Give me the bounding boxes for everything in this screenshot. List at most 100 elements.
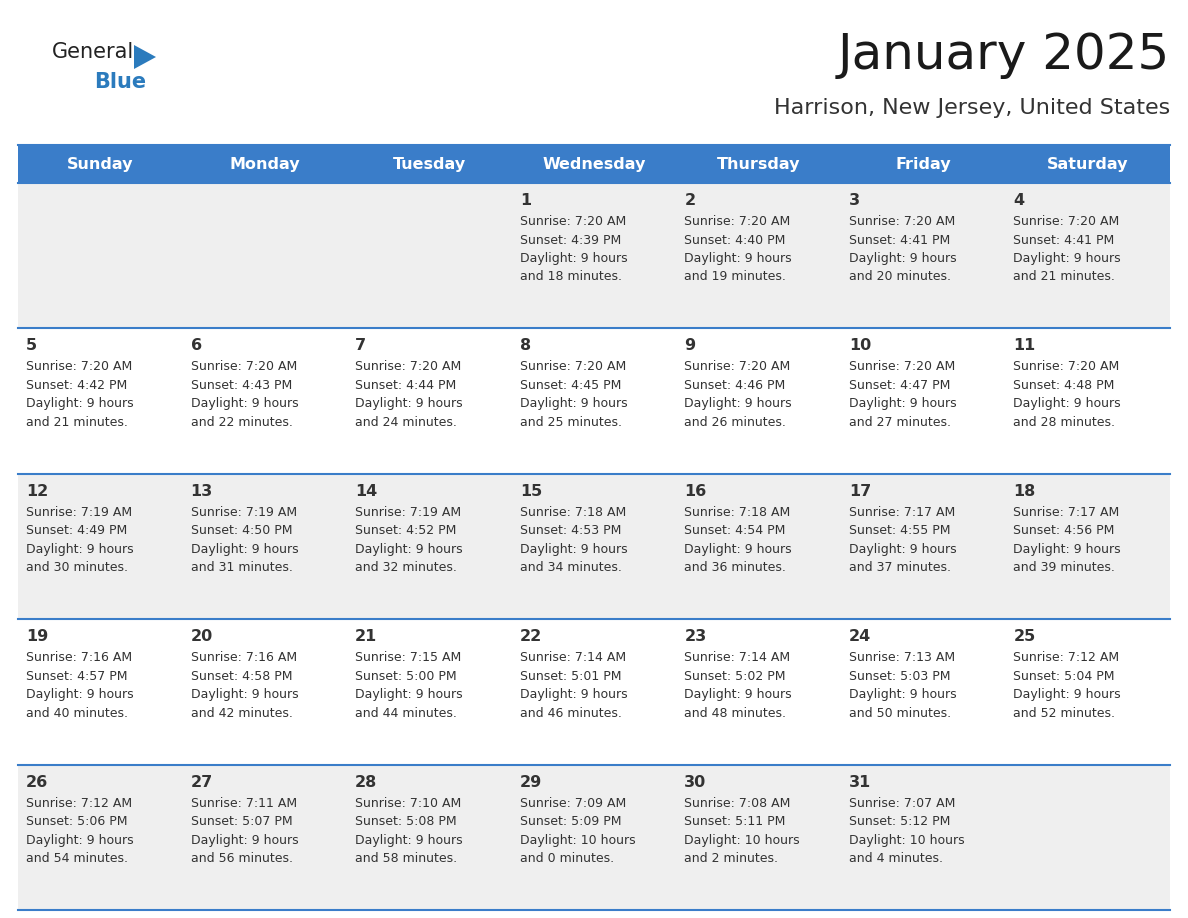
Text: 22: 22 bbox=[519, 629, 542, 644]
Text: 26: 26 bbox=[26, 775, 49, 789]
Text: 1: 1 bbox=[519, 193, 531, 208]
Text: Sunrise: 7:12 AM
Sunset: 5:04 PM
Daylight: 9 hours
and 52 minutes.: Sunrise: 7:12 AM Sunset: 5:04 PM Dayligh… bbox=[1013, 651, 1121, 720]
Text: 21: 21 bbox=[355, 629, 378, 644]
Text: Sunrise: 7:07 AM
Sunset: 5:12 PM
Daylight: 10 hours
and 4 minutes.: Sunrise: 7:07 AM Sunset: 5:12 PM Dayligh… bbox=[849, 797, 965, 865]
Bar bbox=[512, 329, 676, 474]
Bar bbox=[183, 329, 347, 474]
Text: 4: 4 bbox=[1013, 193, 1024, 208]
Bar bbox=[841, 765, 1005, 910]
Text: 17: 17 bbox=[849, 484, 871, 498]
Text: Sunrise: 7:20 AM
Sunset: 4:46 PM
Daylight: 9 hours
and 26 minutes.: Sunrise: 7:20 AM Sunset: 4:46 PM Dayligh… bbox=[684, 361, 792, 429]
Text: Sunrise: 7:20 AM
Sunset: 4:45 PM
Daylight: 9 hours
and 25 minutes.: Sunrise: 7:20 AM Sunset: 4:45 PM Dayligh… bbox=[519, 361, 627, 429]
Text: Sunrise: 7:14 AM
Sunset: 5:01 PM
Daylight: 9 hours
and 46 minutes.: Sunrise: 7:14 AM Sunset: 5:01 PM Dayligh… bbox=[519, 651, 627, 720]
Bar bbox=[1005, 765, 1170, 910]
Bar bbox=[347, 329, 512, 474]
Text: Sunrise: 7:18 AM
Sunset: 4:53 PM
Daylight: 9 hours
and 34 minutes.: Sunrise: 7:18 AM Sunset: 4:53 PM Dayligh… bbox=[519, 506, 627, 575]
Text: Sunrise: 7:20 AM
Sunset: 4:48 PM
Daylight: 9 hours
and 28 minutes.: Sunrise: 7:20 AM Sunset: 4:48 PM Dayligh… bbox=[1013, 361, 1121, 429]
Bar bbox=[512, 183, 676, 329]
Text: Sunrise: 7:20 AM
Sunset: 4:41 PM
Daylight: 9 hours
and 21 minutes.: Sunrise: 7:20 AM Sunset: 4:41 PM Dayligh… bbox=[1013, 215, 1121, 284]
Text: Sunrise: 7:20 AM
Sunset: 4:40 PM
Daylight: 9 hours
and 19 minutes.: Sunrise: 7:20 AM Sunset: 4:40 PM Dayligh… bbox=[684, 215, 792, 284]
Text: 31: 31 bbox=[849, 775, 871, 789]
Text: 29: 29 bbox=[519, 775, 542, 789]
Bar bbox=[18, 474, 183, 620]
Text: Monday: Monday bbox=[229, 156, 301, 172]
Bar bbox=[1005, 183, 1170, 329]
Text: 8: 8 bbox=[519, 339, 531, 353]
Bar bbox=[183, 145, 347, 183]
Text: 14: 14 bbox=[355, 484, 378, 498]
Text: 15: 15 bbox=[519, 484, 542, 498]
Text: Sunrise: 7:16 AM
Sunset: 4:57 PM
Daylight: 9 hours
and 40 minutes.: Sunrise: 7:16 AM Sunset: 4:57 PM Dayligh… bbox=[26, 651, 133, 720]
Text: Sunrise: 7:09 AM
Sunset: 5:09 PM
Daylight: 10 hours
and 0 minutes.: Sunrise: 7:09 AM Sunset: 5:09 PM Dayligh… bbox=[519, 797, 636, 865]
Text: Wednesday: Wednesday bbox=[542, 156, 646, 172]
Text: Sunrise: 7:12 AM
Sunset: 5:06 PM
Daylight: 9 hours
and 54 minutes.: Sunrise: 7:12 AM Sunset: 5:06 PM Dayligh… bbox=[26, 797, 133, 865]
Text: Tuesday: Tuesday bbox=[393, 156, 466, 172]
Text: Sunrise: 7:17 AM
Sunset: 4:56 PM
Daylight: 9 hours
and 39 minutes.: Sunrise: 7:17 AM Sunset: 4:56 PM Dayligh… bbox=[1013, 506, 1121, 575]
Text: Friday: Friday bbox=[896, 156, 950, 172]
Bar bbox=[841, 329, 1005, 474]
Bar bbox=[347, 183, 512, 329]
Bar bbox=[347, 765, 512, 910]
Text: Sunrise: 7:18 AM
Sunset: 4:54 PM
Daylight: 9 hours
and 36 minutes.: Sunrise: 7:18 AM Sunset: 4:54 PM Dayligh… bbox=[684, 506, 792, 575]
Bar bbox=[18, 765, 183, 910]
Text: 24: 24 bbox=[849, 629, 871, 644]
Text: Sunrise: 7:17 AM
Sunset: 4:55 PM
Daylight: 9 hours
and 37 minutes.: Sunrise: 7:17 AM Sunset: 4:55 PM Dayligh… bbox=[849, 506, 956, 575]
Bar bbox=[512, 145, 676, 183]
Bar bbox=[1005, 145, 1170, 183]
Text: Sunrise: 7:20 AM
Sunset: 4:43 PM
Daylight: 9 hours
and 22 minutes.: Sunrise: 7:20 AM Sunset: 4:43 PM Dayligh… bbox=[190, 361, 298, 429]
Bar bbox=[676, 183, 841, 329]
Bar bbox=[1005, 474, 1170, 620]
Text: 10: 10 bbox=[849, 339, 871, 353]
Text: 25: 25 bbox=[1013, 629, 1036, 644]
Text: Harrison, New Jersey, United States: Harrison, New Jersey, United States bbox=[773, 98, 1170, 118]
Text: 23: 23 bbox=[684, 629, 707, 644]
Bar bbox=[347, 145, 512, 183]
Bar bbox=[676, 145, 841, 183]
Text: 28: 28 bbox=[355, 775, 378, 789]
Bar bbox=[512, 620, 676, 765]
Text: Sunrise: 7:16 AM
Sunset: 4:58 PM
Daylight: 9 hours
and 42 minutes.: Sunrise: 7:16 AM Sunset: 4:58 PM Dayligh… bbox=[190, 651, 298, 720]
Text: 9: 9 bbox=[684, 339, 695, 353]
Text: Thursday: Thursday bbox=[716, 156, 801, 172]
Text: Sunrise: 7:20 AM
Sunset: 4:44 PM
Daylight: 9 hours
and 24 minutes.: Sunrise: 7:20 AM Sunset: 4:44 PM Dayligh… bbox=[355, 361, 463, 429]
Text: 11: 11 bbox=[1013, 339, 1036, 353]
Bar bbox=[841, 474, 1005, 620]
Text: Saturday: Saturday bbox=[1047, 156, 1129, 172]
Bar bbox=[676, 474, 841, 620]
Bar bbox=[183, 765, 347, 910]
Text: Sunrise: 7:14 AM
Sunset: 5:02 PM
Daylight: 9 hours
and 48 minutes.: Sunrise: 7:14 AM Sunset: 5:02 PM Dayligh… bbox=[684, 651, 792, 720]
Text: General: General bbox=[52, 42, 134, 62]
Text: 5: 5 bbox=[26, 339, 37, 353]
Text: Sunrise: 7:20 AM
Sunset: 4:47 PM
Daylight: 9 hours
and 27 minutes.: Sunrise: 7:20 AM Sunset: 4:47 PM Dayligh… bbox=[849, 361, 956, 429]
Text: 13: 13 bbox=[190, 484, 213, 498]
Text: Sunrise: 7:20 AM
Sunset: 4:42 PM
Daylight: 9 hours
and 21 minutes.: Sunrise: 7:20 AM Sunset: 4:42 PM Dayligh… bbox=[26, 361, 133, 429]
Text: Sunrise: 7:15 AM
Sunset: 5:00 PM
Daylight: 9 hours
and 44 minutes.: Sunrise: 7:15 AM Sunset: 5:00 PM Dayligh… bbox=[355, 651, 463, 720]
Text: 3: 3 bbox=[849, 193, 860, 208]
Bar bbox=[18, 183, 183, 329]
Text: Sunrise: 7:20 AM
Sunset: 4:41 PM
Daylight: 9 hours
and 20 minutes.: Sunrise: 7:20 AM Sunset: 4:41 PM Dayligh… bbox=[849, 215, 956, 284]
Text: Sunrise: 7:13 AM
Sunset: 5:03 PM
Daylight: 9 hours
and 50 minutes.: Sunrise: 7:13 AM Sunset: 5:03 PM Dayligh… bbox=[849, 651, 956, 720]
Text: 12: 12 bbox=[26, 484, 49, 498]
Text: 7: 7 bbox=[355, 339, 366, 353]
Bar bbox=[512, 765, 676, 910]
Text: 18: 18 bbox=[1013, 484, 1036, 498]
Bar bbox=[183, 183, 347, 329]
Bar bbox=[18, 329, 183, 474]
Text: 30: 30 bbox=[684, 775, 707, 789]
Text: Blue: Blue bbox=[94, 72, 146, 92]
Polygon shape bbox=[134, 45, 156, 69]
Text: 20: 20 bbox=[190, 629, 213, 644]
Bar bbox=[841, 620, 1005, 765]
Bar bbox=[841, 145, 1005, 183]
Text: 19: 19 bbox=[26, 629, 49, 644]
Text: 27: 27 bbox=[190, 775, 213, 789]
Bar bbox=[676, 329, 841, 474]
Text: Sunrise: 7:19 AM
Sunset: 4:49 PM
Daylight: 9 hours
and 30 minutes.: Sunrise: 7:19 AM Sunset: 4:49 PM Dayligh… bbox=[26, 506, 133, 575]
Bar bbox=[841, 183, 1005, 329]
Bar bbox=[1005, 620, 1170, 765]
Bar bbox=[183, 620, 347, 765]
Bar bbox=[347, 620, 512, 765]
Text: Sunrise: 7:20 AM
Sunset: 4:39 PM
Daylight: 9 hours
and 18 minutes.: Sunrise: 7:20 AM Sunset: 4:39 PM Dayligh… bbox=[519, 215, 627, 284]
Bar bbox=[676, 765, 841, 910]
Bar bbox=[18, 145, 183, 183]
